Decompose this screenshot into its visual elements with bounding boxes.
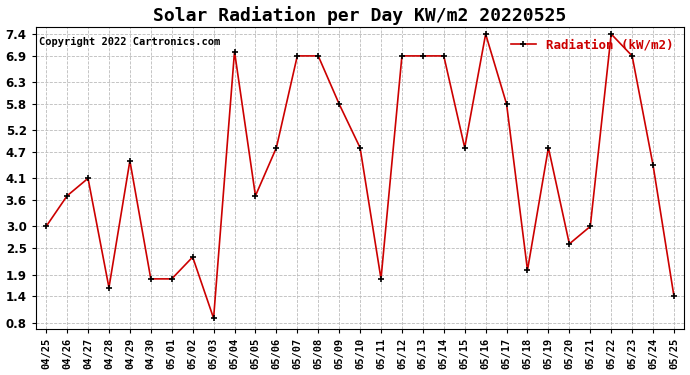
Radiation (kW/m2) xyxy=(293,54,302,58)
Radiation (kW/m2) xyxy=(147,277,155,281)
Radiation (kW/m2) xyxy=(230,49,239,54)
Radiation (kW/m2) xyxy=(314,54,322,58)
Radiation (kW/m2) xyxy=(356,146,364,150)
Radiation (kW/m2) xyxy=(482,32,490,36)
Radiation (kW/m2) xyxy=(523,268,531,272)
Text: Copyright 2022 Cartronics.com: Copyright 2022 Cartronics.com xyxy=(39,36,220,46)
Radiation (kW/m2) xyxy=(649,163,657,168)
Legend: Radiation (kW/m2): Radiation (kW/m2) xyxy=(506,34,678,57)
Radiation (kW/m2) xyxy=(63,194,71,198)
Radiation (kW/m2) xyxy=(502,102,511,106)
Radiation (kW/m2) xyxy=(628,54,636,58)
Radiation (kW/m2) xyxy=(273,146,281,150)
Radiation (kW/m2) xyxy=(419,54,427,58)
Radiation (kW/m2) xyxy=(607,32,615,36)
Radiation (kW/m2) xyxy=(188,255,197,259)
Line: Radiation (kW/m2): Radiation (kW/m2) xyxy=(43,31,678,322)
Radiation (kW/m2) xyxy=(335,102,344,106)
Radiation (kW/m2) xyxy=(84,176,92,181)
Radiation (kW/m2) xyxy=(126,159,134,163)
Radiation (kW/m2) xyxy=(565,242,573,246)
Radiation (kW/m2) xyxy=(210,316,218,321)
Radiation (kW/m2) xyxy=(168,277,176,281)
Radiation (kW/m2) xyxy=(670,294,678,298)
Radiation (kW/m2) xyxy=(398,54,406,58)
Radiation (kW/m2) xyxy=(586,224,594,229)
Radiation (kW/m2) xyxy=(544,146,553,150)
Title: Solar Radiation per Day KW/m2 20220525: Solar Radiation per Day KW/m2 20220525 xyxy=(153,6,566,24)
Radiation (kW/m2) xyxy=(42,224,50,229)
Radiation (kW/m2) xyxy=(105,285,113,290)
Radiation (kW/m2) xyxy=(460,146,469,150)
Radiation (kW/m2) xyxy=(251,194,259,198)
Radiation (kW/m2) xyxy=(377,277,385,281)
Radiation (kW/m2) xyxy=(440,54,448,58)
